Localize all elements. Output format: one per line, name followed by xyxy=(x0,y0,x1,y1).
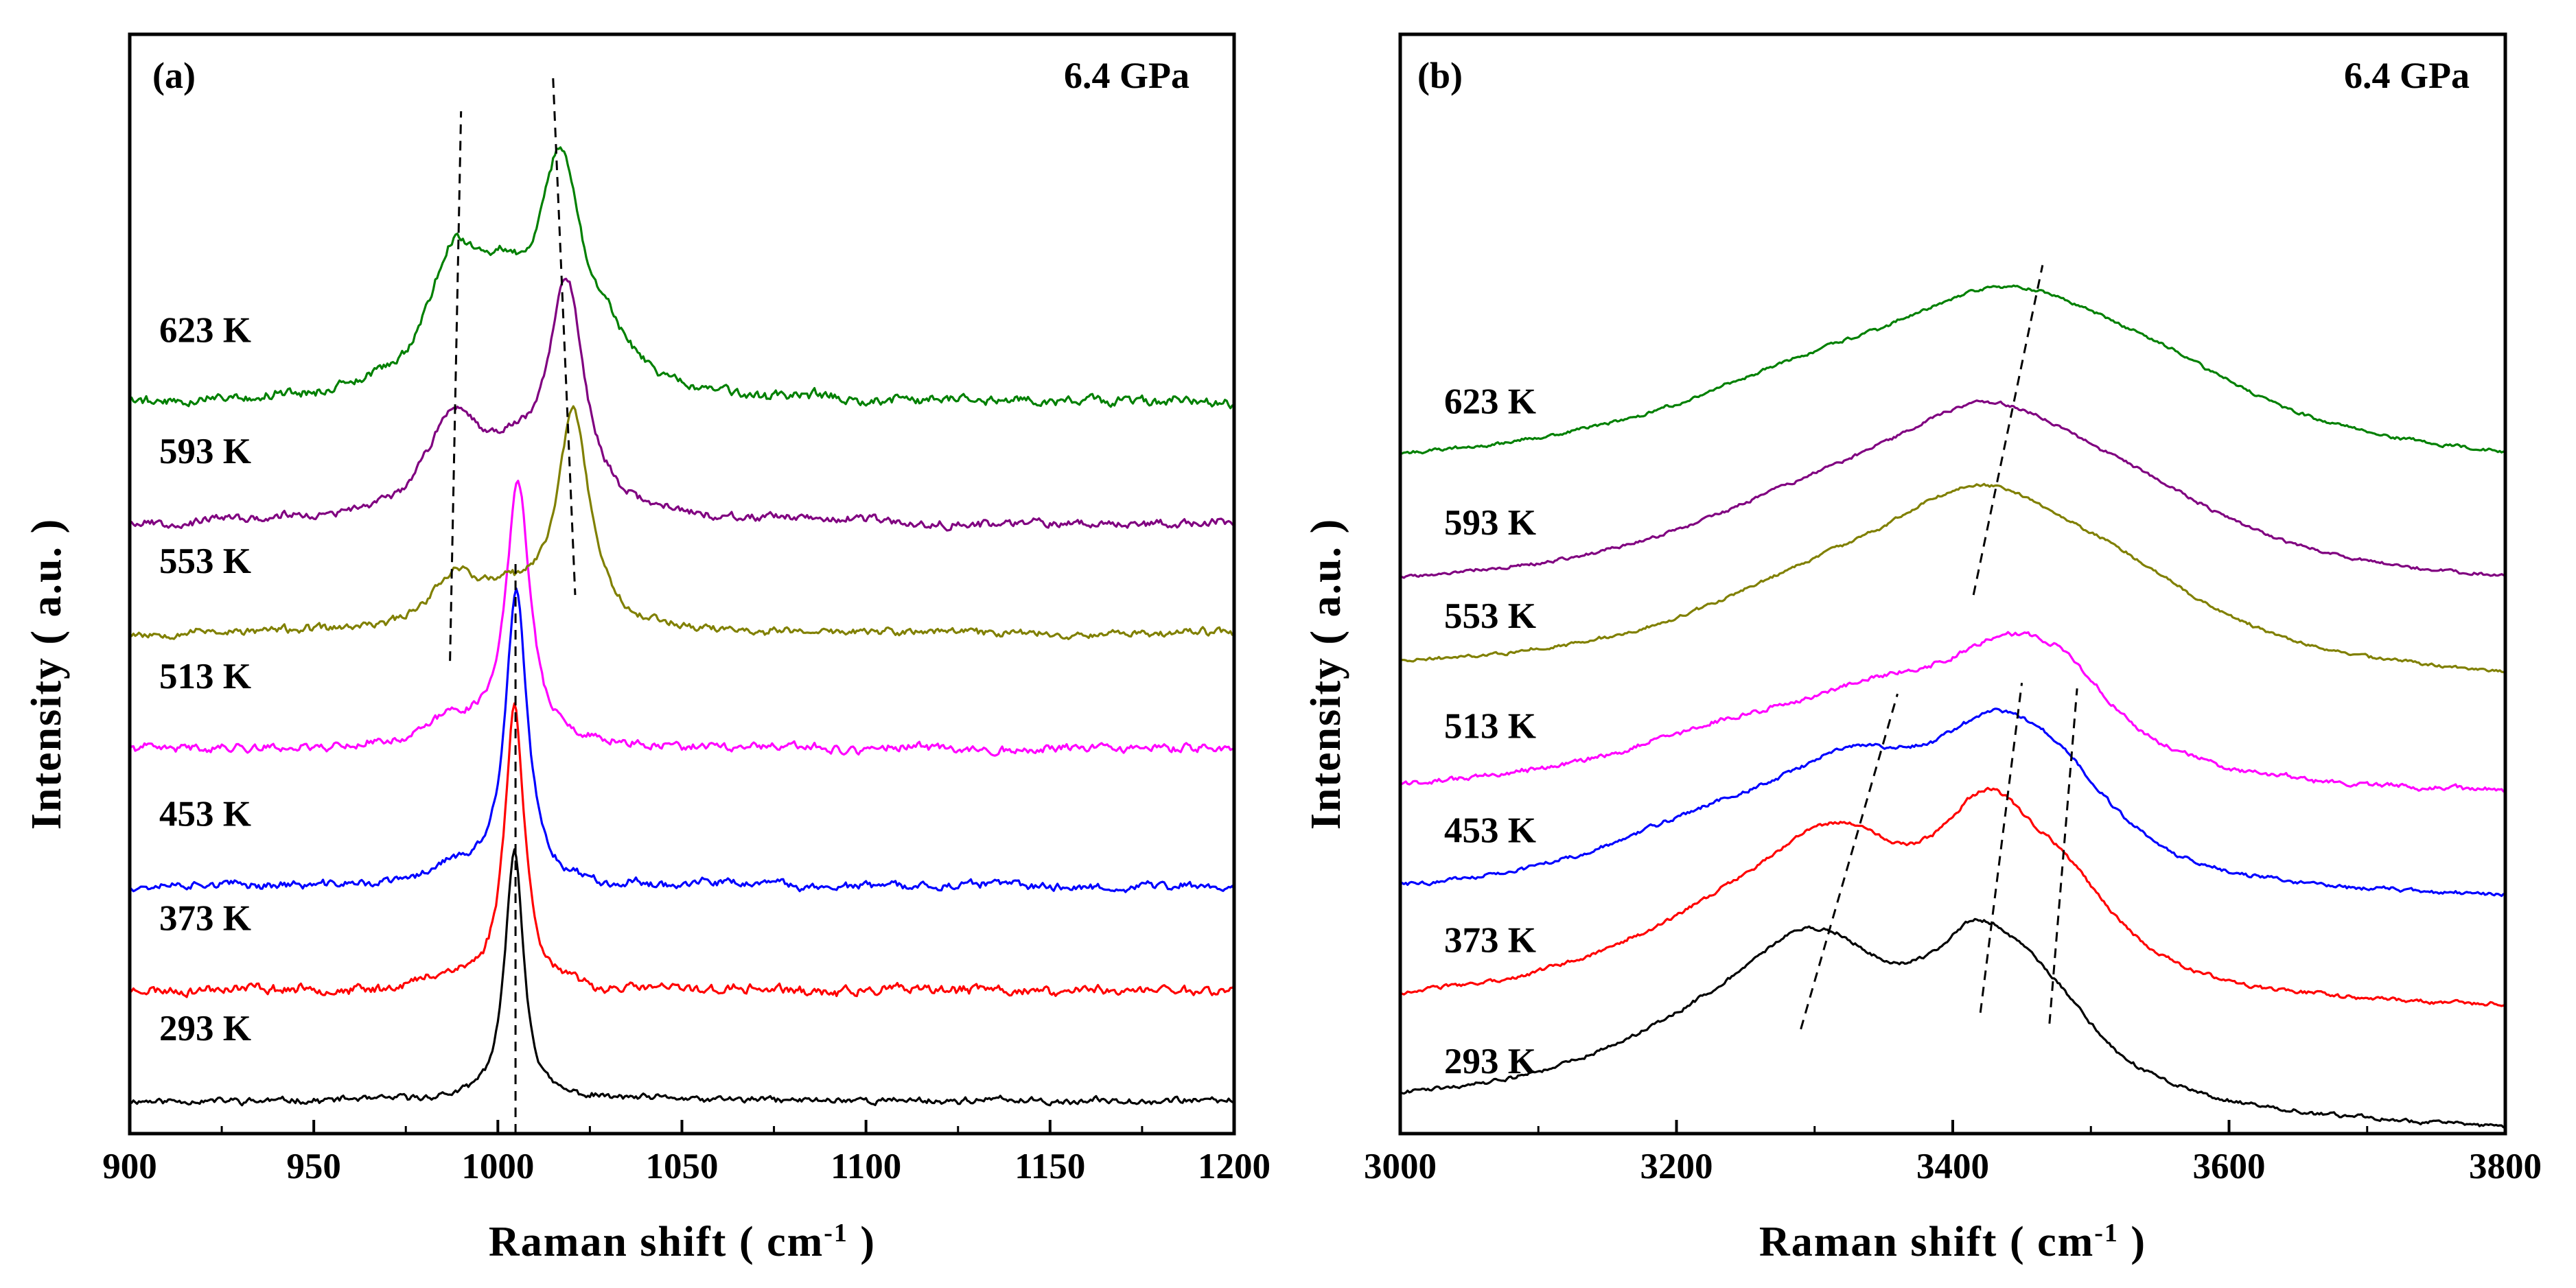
guide-line-1 xyxy=(1800,693,1899,1030)
guide-line-4 xyxy=(1972,265,2044,596)
series-line-293k xyxy=(129,848,1235,1107)
guide-line-3 xyxy=(2048,688,2078,1024)
panel-b-plot-frame xyxy=(1398,32,2507,1136)
series-line-453k xyxy=(128,587,1235,893)
panel-a-guide-lines xyxy=(449,78,577,1134)
x-tick-label-3200: 3200 xyxy=(1640,1147,1713,1186)
x-tick-label-1200: 1200 xyxy=(1198,1147,1270,1186)
guide-line-1 xyxy=(449,111,463,661)
panel-a-x-axis-title: Raman shift ( cm-1 ) xyxy=(489,1219,876,1265)
series-label-293k: 293 K xyxy=(1444,1042,1536,1081)
panel-b-series-labels: 293 K 373 K 453 K 513 K 553 K 593 K 623 K xyxy=(1444,382,1536,1081)
series-label-373k: 373 K xyxy=(159,899,251,939)
series-label-453k: 453 K xyxy=(159,794,251,834)
series-line-593k xyxy=(129,277,1235,532)
panel-a-x-axis-title-end: ) xyxy=(848,1219,876,1265)
panel-a: Intensity ( a.u. ) 293 K 373 K 453 K 513 K 5… xyxy=(23,32,1270,1265)
panel-a-series-group xyxy=(128,146,1235,1107)
series-line-623k xyxy=(1400,284,2506,455)
panel-b-series-group xyxy=(1399,284,2506,1129)
panel-b-guide-lines xyxy=(1800,265,2078,1030)
x-tick-label-1150: 1150 xyxy=(1014,1147,1085,1186)
panel-b: Intensity ( a.u. ) 293 K 373 K 453 K 513 K 5… xyxy=(1303,32,2542,1265)
series-label-513k: 513 K xyxy=(1444,706,1536,746)
panel-a-pressure-label: 6.4 GPa xyxy=(1064,55,1190,96)
x-tick-label-3600: 3600 xyxy=(2193,1147,2266,1186)
x-tick-label-3400: 3400 xyxy=(1916,1147,1989,1186)
panel-b-x-axis-title-main: Raman shift ( cm xyxy=(1759,1219,2094,1265)
series-label-623k: 623 K xyxy=(159,311,251,351)
series-line-373k xyxy=(1400,786,2506,1007)
series-label-553k: 553 K xyxy=(159,541,251,581)
panel-a-label: (a) xyxy=(152,55,196,96)
series-line-593k xyxy=(1400,399,2506,579)
x-tick-label-3000: 3000 xyxy=(1364,1147,1437,1186)
series-line-623k xyxy=(128,146,1235,410)
panel-a-plot-frame xyxy=(128,32,1236,1136)
panel-b-y-axis-title: Intensity ( a.u. ) xyxy=(1303,518,1349,830)
series-line-553k xyxy=(129,405,1235,640)
panel-a-x-ticks: 900 950 1000 1050 1100 1150 1200 xyxy=(102,1120,1270,1186)
series-line-513k xyxy=(1400,631,2506,793)
panel-a-y-axis-title: Intensity ( a.u. ) xyxy=(23,518,70,830)
series-label-513k: 513 K xyxy=(159,657,251,696)
series-line-293k xyxy=(1400,917,2506,1129)
panel-b-x-ticks: 3000 3200 3400 3600 3800 xyxy=(1364,1120,2542,1186)
panel-a-series-labels: 293 K 373 K 453 K 513 K 553 K 593 K 623 K xyxy=(159,311,251,1049)
panel-a-x-axis-title-sup: -1 xyxy=(824,1219,848,1248)
series-label-553k: 553 K xyxy=(1444,596,1536,636)
panel-b-x-axis-title-sup: -1 xyxy=(2094,1219,2119,1248)
guide-line-2 xyxy=(1979,682,2023,1013)
series-label-623k: 623 K xyxy=(1444,382,1536,422)
x-tick-label-1100: 1100 xyxy=(831,1147,901,1186)
x-tick-label-1050: 1050 xyxy=(646,1147,719,1186)
series-label-373k: 373 K xyxy=(1444,921,1536,961)
panel-b-x-axis-title: Raman shift ( cm-1 ) xyxy=(1759,1219,2146,1265)
series-label-293k: 293 K xyxy=(159,1009,251,1049)
x-tick-label-900: 900 xyxy=(102,1147,157,1186)
series-label-593k: 593 K xyxy=(159,432,251,471)
panel-b-label: (b) xyxy=(1417,55,1463,96)
series-label-453k: 453 K xyxy=(1444,811,1536,851)
x-tick-label-3800: 3800 xyxy=(2469,1147,2542,1186)
panel-a-x-axis-title-main: Raman shift ( cm xyxy=(489,1219,824,1265)
series-line-453k xyxy=(1399,707,2506,898)
panel-b-pressure-label: 6.4 GPa xyxy=(2344,55,2470,96)
series-label-593k: 593 K xyxy=(1444,503,1536,543)
series-line-513k xyxy=(128,480,1235,757)
x-tick-label-950: 950 xyxy=(286,1147,341,1186)
x-tick-label-1000: 1000 xyxy=(461,1147,534,1186)
panel-b-x-axis-title-end: ) xyxy=(2119,1219,2146,1265)
series-line-373k xyxy=(129,702,1235,998)
series-line-553k xyxy=(1400,482,2506,674)
guide-line-3 xyxy=(552,78,577,596)
